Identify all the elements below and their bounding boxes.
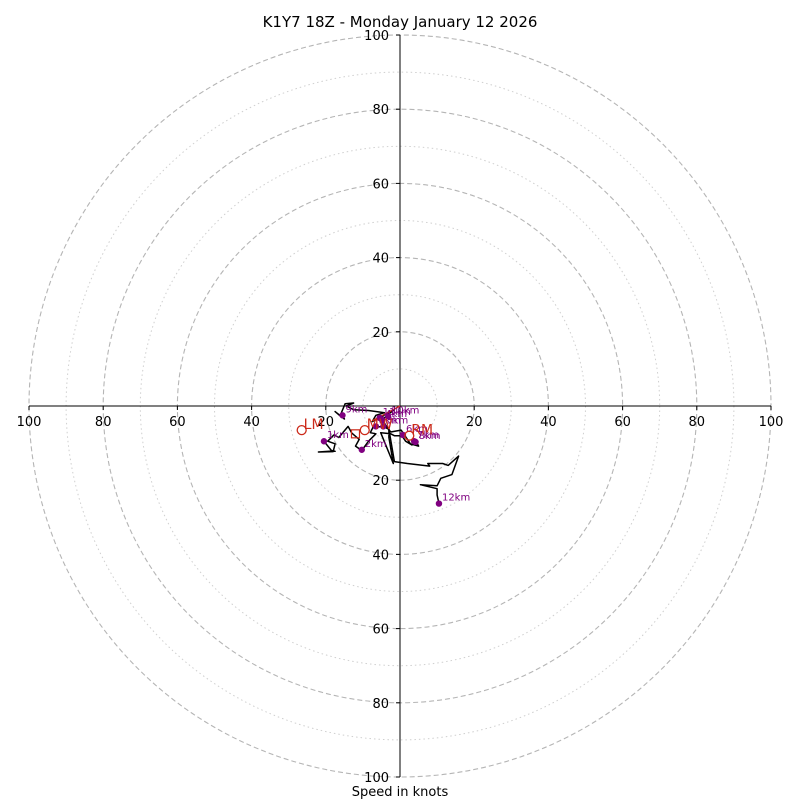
storm-motion-markers: LM MW RM — [296, 417, 433, 441]
x-tick-label: 20 — [318, 415, 335, 430]
y-tick-label: 40 — [372, 548, 389, 563]
y-tick-label: 100 — [364, 771, 389, 786]
y-tick-label: 20 — [372, 474, 389, 489]
height-marker-10km — [384, 413, 392, 420]
motion-label-rm: RM — [411, 423, 433, 439]
motion-label-mw: MW — [367, 417, 393, 433]
x-axis-label: Speed in knots — [352, 785, 449, 800]
height-label-8km: 8km — [419, 431, 441, 442]
y-tick-label: 80 — [372, 103, 389, 118]
x-tick-label: 100 — [17, 415, 42, 430]
y-tick-label: 100 — [364, 29, 389, 44]
x-tick-label: 20 — [466, 415, 483, 430]
x-tick-label: 40 — [243, 415, 260, 430]
height-marker-1km — [320, 438, 328, 445]
height-label-9km: 9km — [345, 404, 367, 415]
height-label-1km: 1km — [327, 430, 349, 441]
height-label-11km: 11km — [383, 407, 411, 418]
motion-marker-lm — [296, 424, 307, 436]
height-marker-3km — [380, 423, 387, 430]
height-label-7km: 7km — [417, 430, 439, 441]
x-tick-label: 40 — [540, 415, 557, 430]
x-tick-label: 60 — [614, 415, 631, 430]
x-tick-label: 80 — [95, 415, 112, 430]
wind-trace-upper-line — [388, 429, 460, 504]
height-marker-11km — [376, 414, 383, 422]
y-tick-label: 60 — [372, 623, 389, 638]
height-label-12km: 12km — [442, 493, 470, 504]
y-tick-label: 40 — [372, 252, 389, 267]
height-marker-2km — [358, 446, 365, 453]
height-label-4km: 4km — [385, 409, 407, 420]
y-tick-label: 20 — [372, 326, 389, 341]
height-label-10km: 10km — [391, 405, 419, 416]
tick-labels: 100 80 60 40 20 20 40 60 80 100 100 80 60 40 20 20 40 60 8… — [17, 29, 784, 786]
motion-marker-rm — [404, 430, 415, 441]
y-tick-label: 80 — [372, 697, 389, 712]
wind-trace-line — [317, 402, 420, 465]
chart-title: K1Y7 18Z - Monday January 12 2026 — [263, 13, 538, 31]
height-label-2km: 2km — [365, 439, 387, 450]
height-marker-5km — [372, 423, 380, 430]
height-marker-12km — [435, 500, 443, 507]
motion-marker-mw — [359, 424, 370, 436]
height-marker-9km — [339, 412, 346, 419]
motion-label-lm: LM — [304, 417, 324, 433]
height-label-6km: 6km — [406, 424, 428, 435]
height-label-5km: 5km — [379, 415, 401, 426]
x-tick-label: 100 — [759, 415, 784, 430]
x-tick-label: 80 — [689, 415, 706, 430]
height-marker-8km — [412, 438, 419, 446]
x-tick-label: 60 — [169, 415, 186, 430]
dtm-marker — [350, 429, 361, 439]
height-label-3km: 3km — [386, 415, 408, 426]
y-tick-label: 60 — [372, 177, 389, 192]
